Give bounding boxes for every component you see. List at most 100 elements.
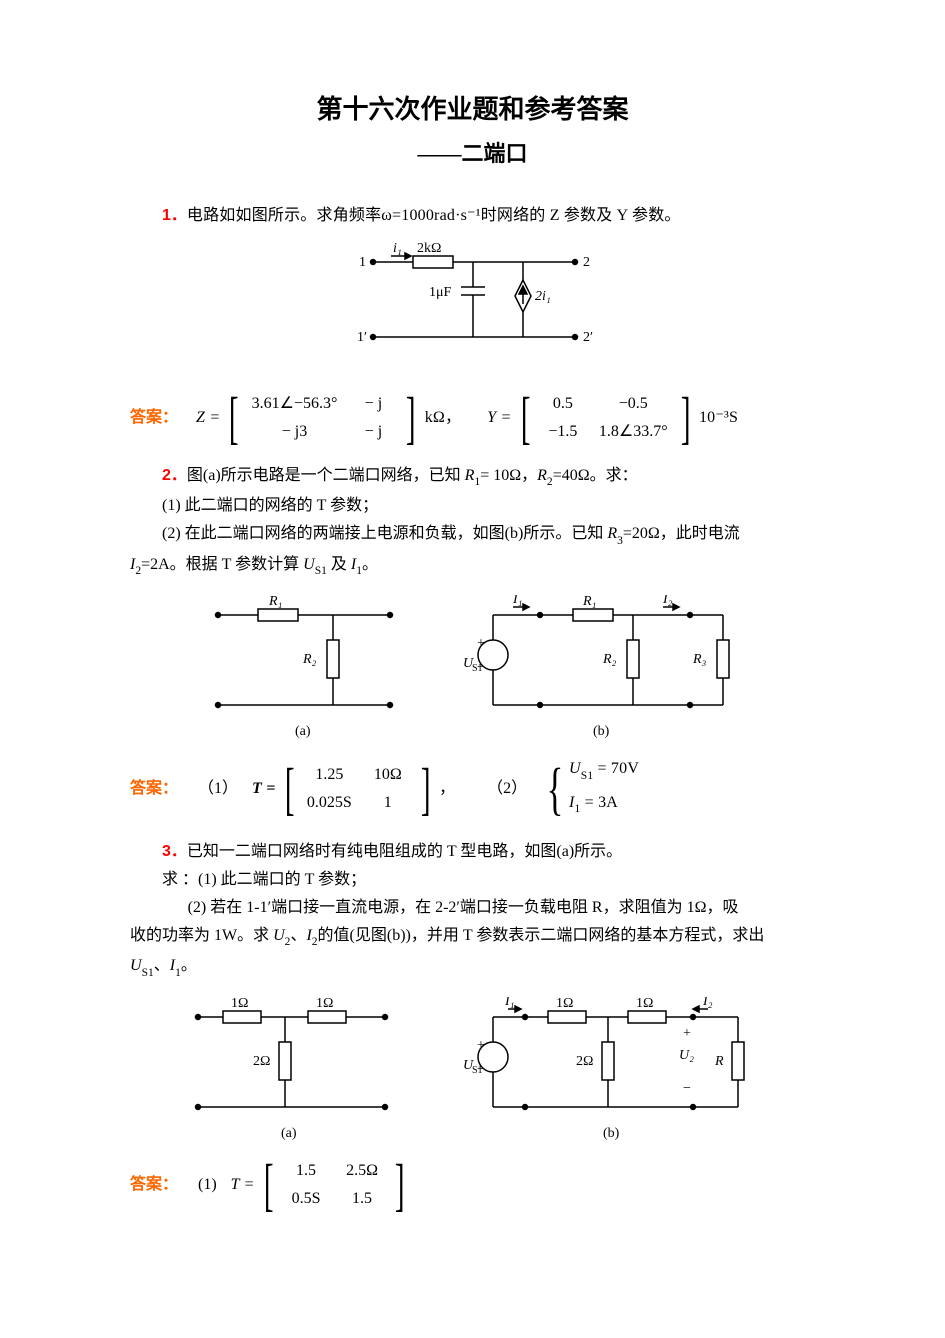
q2-line4b: =2A。根据 T 参数计算 (141, 556, 303, 573)
t-prefix: T = (252, 777, 276, 801)
svg-text:+: + (683, 1026, 691, 1041)
q2-R3: R (607, 525, 617, 542)
q2-R3val: =20Ω，此时电流 (623, 525, 740, 542)
q2-line4c: 及 (327, 556, 351, 573)
y-prefix: Y = (487, 406, 511, 430)
t12: 10Ω (368, 761, 408, 789)
q2-R1val: = 10Ω， (480, 467, 537, 484)
q1-number: 1． (162, 207, 187, 224)
y21: −1.5 (543, 418, 583, 446)
q2-R2sub: 2 (547, 476, 553, 488)
q3-I1sub: 1 (175, 967, 181, 979)
svg-text:1Ω: 1Ω (556, 997, 573, 1011)
answer-label: 答案： (130, 777, 178, 801)
t22: 1 (368, 789, 408, 817)
q1-circuit: i₁ 2kΩ 1 2 1μF 2i₁ 1′ 2′ (130, 242, 815, 380)
svg-text:R₁: R₁ (582, 595, 596, 609)
svg-text:2kΩ: 2kΩ (417, 242, 441, 256)
bracket-left-icon: [ (520, 391, 530, 445)
q2-circuits: R₁ R₂ (a) + − US1 I₁ (130, 595, 815, 745)
bracket-left-icon: [ (229, 391, 239, 445)
t3-21: 0.5S (286, 1185, 326, 1213)
q3-line4b: 、 (290, 927, 306, 944)
z12: − j (353, 390, 393, 418)
page-subtitle: ——二端口 (130, 137, 815, 170)
t3-matrix: [ 1.50.5S 2.5Ω1.5 ] (259, 1157, 410, 1213)
svg-text:2: 2 (583, 255, 590, 270)
bracket-left-icon: [ (264, 1158, 274, 1212)
svg-text:1Ω: 1Ω (231, 997, 248, 1011)
svg-text:(a): (a) (295, 724, 311, 739)
svg-text:2i₁: 2i₁ (535, 289, 551, 304)
q2-US1: U (303, 556, 315, 573)
z22: − j (353, 418, 393, 446)
q2-R2val: =40Ω。求： (553, 467, 638, 484)
svg-text:S1: S1 (472, 1065, 483, 1076)
q2-text1: 图(a)所示电路是一个二端口网络，已知 (187, 467, 465, 484)
svg-text:2Ω: 2Ω (576, 1054, 593, 1069)
svg-text:+: + (477, 636, 485, 651)
q1-answer: 答案： Z = [ 3.61∠−56.3°− j3 − j− j ] kΩ， Y… (130, 390, 815, 446)
answer-label: 答案： (130, 1173, 178, 1197)
t3-12: 2.5Ω (342, 1157, 382, 1185)
q2-line4: I2=2A。根据 T 参数计算 US1 及 I1。 (130, 553, 815, 579)
svg-text:S1: S1 (472, 663, 483, 674)
svg-text:R₂: R₂ (602, 652, 617, 667)
svg-text:R: R (714, 1054, 724, 1069)
comma: ， (439, 777, 455, 801)
q3-circuit-a: 1Ω 1Ω 2Ω (a) (183, 997, 403, 1147)
z11: 3.61∠−56.3° (252, 390, 338, 418)
q2-answer: 答案： （1） T = [ 1.250.025S 10Ω1 ] ， （2） { … (130, 755, 815, 821)
t-matrix: [ 1.250.025S 10Ω1 ] (280, 761, 436, 817)
svg-text:+: + (477, 1038, 485, 1053)
q2-R1: R (465, 467, 475, 484)
svg-text:I₁: I₁ (504, 997, 515, 1009)
q3-line3: (2) 若在 1-1′端口接一直流电源，在 2-2′端口接一负载电阻 R，求阻值… (130, 896, 815, 920)
y22: 1.8∠33.7° (599, 418, 668, 446)
t21: 0.025S (307, 789, 352, 817)
q3-U2sub: 2 (285, 936, 291, 948)
q3-line5d: 。 (181, 957, 197, 974)
svg-text:2Ω: 2Ω (253, 1054, 270, 1069)
q3-part1: (1) (198, 1173, 217, 1197)
q3-answer: 答案： (1) T = [ 1.50.5S 2.5Ω1.5 ] (130, 1157, 815, 1213)
q2-system: { US1 = 70V I1 = 3A (541, 755, 639, 821)
brace-left-icon: { (547, 762, 564, 816)
svg-text:I₁: I₁ (512, 595, 523, 607)
t3-prefix: T = (231, 1173, 255, 1197)
q2-line4d: 。 (362, 556, 378, 573)
y-unit: 10⁻³S (699, 406, 738, 430)
t11: 1.25 (307, 761, 352, 789)
svg-text:1′: 1′ (357, 330, 367, 345)
svg-text:−: − (683, 1081, 691, 1096)
q1-text: 1．电路如如图所示。求角频率ω=1000rad·s⁻¹时网络的 Z 参数及 Y … (130, 204, 815, 228)
q1-body: 电路如如图所示。求角频率ω=1000rad·s⁻¹时网络的 Z 参数及 Y 参数… (187, 207, 681, 224)
q2-R2: R (537, 467, 547, 484)
bracket-right-icon: ] (680, 391, 690, 445)
svg-text:1μF: 1μF (429, 285, 452, 300)
q3-I2: I (306, 927, 311, 944)
q2-line2: (1) 此二端口的网络的 T 参数； (130, 494, 815, 518)
z-matrix: [ 3.61∠−56.3°− j3 − j− j ] (224, 390, 420, 446)
q3-line5b: 、 (154, 957, 170, 974)
q3-U2: U (273, 927, 285, 944)
svg-text:R₃: R₃ (692, 652, 707, 667)
q3-line4a: 收的功率为 1W。求 (130, 927, 273, 944)
q2-circuit-a: R₁ R₂ (a) (203, 595, 403, 745)
q2-circuit-b: + − US1 I₁ R₁ I₂ R₂ R₃ (463, 595, 743, 745)
svg-text:2′: 2′ (583, 330, 593, 345)
q3-line5: US1、I1。 (130, 954, 815, 980)
q2-line3: (2) 在此二端口网络的两端接上电源和负载，如图(b)所示。已知 R3=20Ω，… (130, 522, 815, 548)
answer-label: 答案： (130, 406, 178, 430)
z-prefix: Z = (196, 406, 220, 430)
page-title: 第十六次作业题和参考答案 (130, 90, 815, 129)
q2-part2: （2） (487, 777, 527, 801)
q3-line4: 收的功率为 1W。求 U2、I2的值(见图(b))，并用 T 参数表示二端口网络… (130, 924, 815, 950)
svg-text:R₂: R₂ (302, 652, 317, 667)
q3-I2sub: 2 (312, 936, 318, 948)
q2-part1: （1） (198, 777, 238, 801)
q3-circuits: 1Ω 1Ω 2Ω (a) + − US1 (130, 997, 815, 1147)
q3-line1: 3．已知一二端口网络时有纯电阻组成的 T 型电路，如图(a)所示。 (130, 840, 815, 864)
q2-line1: 2．图(a)所示电路是一个二端口网络，已知 R1= 10Ω，R2=40Ω。求： (130, 464, 815, 490)
q3-circuit-b: + − US1 I₁ 1Ω 1Ω I₂ 2Ω + U₂ (463, 997, 763, 1147)
